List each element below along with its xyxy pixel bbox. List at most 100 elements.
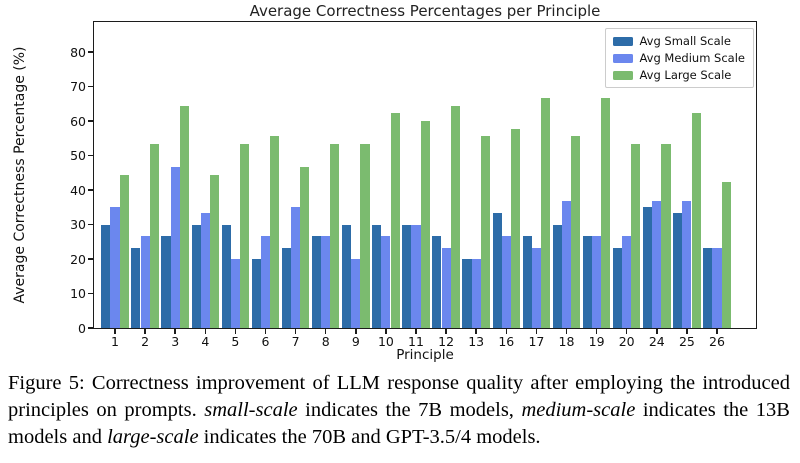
caption-text: Figure 5: Correctness improvement of LLM… [8, 372, 790, 422]
caption-text: indicates the 7B models, [297, 399, 522, 422]
bar-avg-medium-scale-p17 [531, 247, 541, 328]
bar-avg-small-scale-p4 [191, 224, 201, 328]
x-tick-mark [656, 328, 658, 334]
x-tick-label: 9 [351, 334, 360, 349]
bar-avg-medium-scale-p9 [351, 259, 361, 328]
x-tick-label: 16 [498, 334, 515, 349]
y-tick-label: 0 [78, 320, 86, 336]
bar-avg-small-scale-p20 [612, 247, 623, 328]
bar-avg-small-scale-p7 [281, 247, 291, 328]
bar-avg-medium-scale-p4 [200, 213, 210, 328]
x-tick-mark [174, 328, 176, 334]
bar-avg-small-scale-p13 [462, 259, 472, 328]
x-tick-mark [264, 328, 267, 334]
bar-avg-small-scale-p24 [643, 207, 653, 328]
bar-avg-small-scale-p18 [552, 224, 562, 328]
x-tick-label: 17 [528, 334, 545, 349]
bar-avg-medium-scale-p24 [652, 201, 662, 328]
bar-avg-large-scale-p16 [510, 128, 521, 328]
x-tick-label: 4 [201, 334, 210, 349]
x-tick-label: 13 [468, 334, 485, 349]
caption-italic-text: large-scale [107, 426, 199, 449]
x-tick-mark [716, 328, 718, 334]
y-tick-label: 10 [70, 286, 86, 302]
x-tick-mark [505, 328, 508, 334]
x-tick-label: 1 [111, 334, 119, 349]
caption-italic-text: small-scale [204, 399, 298, 422]
bar-avg-large-scale-p6 [270, 136, 280, 328]
x-tick-mark [144, 328, 146, 334]
x-tick-mark [535, 328, 538, 334]
bar-avg-small-scale-p3 [161, 235, 171, 328]
figure-caption: Figure 5: Correctness improvement of LLM… [8, 370, 790, 451]
bar-avg-medium-scale-p5 [230, 259, 240, 328]
x-tick-label: 2 [141, 334, 150, 349]
bar-avg-small-scale-p26 [703, 247, 713, 328]
x-tick-label: 18 [558, 334, 575, 349]
caption-text: indicates the 70B and GPT-3.5/4 models. [198, 426, 541, 449]
legend-item-label: Avg Medium Scale [639, 51, 745, 65]
bar-avg-small-scale-p6 [251, 259, 261, 328]
legend: Avg Small Scale Avg Medium Scale Avg Large… [605, 28, 754, 88]
bar-avg-medium-scale-p26 [712, 247, 722, 328]
plot-area: 0 10 20 30 40 50 60 70 80 1 2 3 4 5 6 7 8 9 10 11 12 13 16 17 18… [70, 21, 757, 349]
bar-avg-medium-scale-p16 [501, 235, 511, 328]
x-tick-label: 8 [321, 334, 330, 349]
y-tick-label: 20 [70, 251, 86, 267]
x-tick-mark [475, 328, 477, 334]
bar-avg-medium-scale-p8 [321, 235, 331, 328]
bar-avg-large-scale-p19 [601, 97, 611, 328]
bar-avg-large-scale-p17 [541, 97, 551, 328]
caption-italic-text: medium-scale [521, 399, 636, 422]
x-tick-mark [114, 328, 116, 334]
bar-avg-large-scale-p20 [631, 144, 641, 328]
bar-avg-small-scale-p1 [101, 224, 111, 328]
bar-avg-medium-scale-p20 [622, 235, 632, 328]
x-tick-mark [324, 328, 327, 334]
y-tick-label: 80 [70, 44, 86, 60]
bar-avg-medium-scale-p1 [110, 207, 120, 328]
legend-item-label: Avg Large Scale [639, 68, 732, 82]
bar-avg-medium-scale-p2 [140, 235, 150, 328]
bar-avg-large-scale-p18 [571, 136, 581, 328]
x-tick-label: 24 [648, 334, 665, 349]
bar-avg-large-scale-p10 [390, 113, 400, 328]
x-tick-mark [294, 328, 297, 334]
y-tick-mark [88, 154, 94, 157]
y-tick-mark [88, 258, 94, 260]
bar-avg-medium-scale-p3 [170, 166, 180, 328]
bar-avg-large-scale-p26 [721, 182, 731, 328]
bar-avg-large-scale-p25 [691, 113, 701, 328]
x-tick-label: 11 [408, 334, 424, 349]
legend-swatch [613, 53, 634, 63]
bar-avg-medium-scale-p10 [381, 235, 391, 328]
bar-avg-large-scale-p12 [450, 105, 460, 328]
bar-avg-medium-scale-p11 [411, 224, 421, 328]
y-tick-mark [88, 120, 94, 122]
bar-avg-large-scale-p7 [300, 166, 310, 328]
x-tick-mark [385, 328, 387, 334]
bar-avg-small-scale-p17 [522, 235, 532, 328]
legend-item: Avg Medium Scale [613, 51, 745, 65]
x-tick-mark [355, 328, 357, 334]
bar-avg-large-scale-p4 [209, 174, 220, 328]
x-tick-mark [565, 328, 568, 334]
bar-avg-medium-scale-p12 [441, 247, 451, 328]
x-tick-mark [234, 328, 237, 334]
bar-avg-medium-scale-p25 [682, 201, 692, 328]
bar-avg-small-scale-p9 [342, 224, 352, 328]
y-axis-label: Average Correctness Percentage (%) [12, 46, 28, 304]
bar-avg-large-scale-p11 [420, 121, 430, 328]
bar-avg-small-scale-p5 [221, 224, 231, 328]
y-tick-mark [88, 85, 94, 88]
bar-avg-large-scale-p24 [661, 144, 671, 328]
legend-item-label: Avg Small Scale [639, 34, 731, 48]
x-tick-label: 12 [438, 334, 455, 349]
x-tick-mark [686, 328, 688, 334]
x-tick-mark [445, 328, 447, 334]
bar-avg-large-scale-p8 [330, 144, 340, 328]
chart-title: Average Correctness Percentages per Prin… [249, 2, 601, 20]
legend-item: Avg Large Scale [613, 68, 745, 82]
y-tick-mark [88, 51, 94, 53]
x-tick-label: 3 [171, 334, 180, 349]
